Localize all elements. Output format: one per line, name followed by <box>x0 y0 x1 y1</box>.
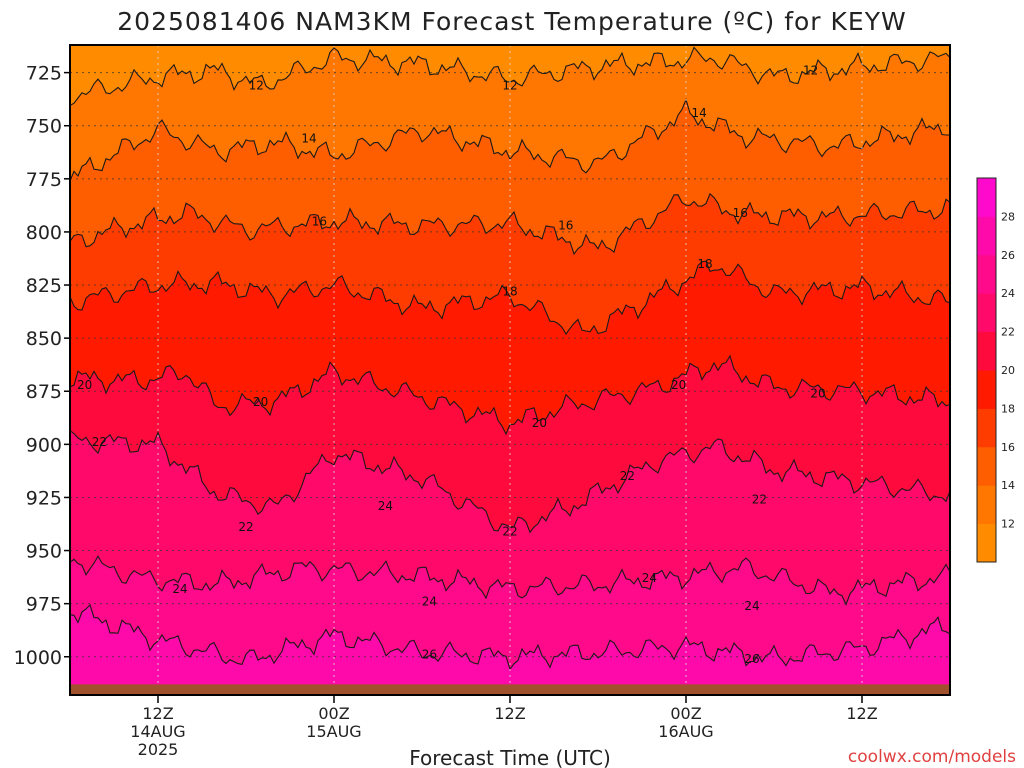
isotherm-label-24: 24 <box>422 595 437 609</box>
y-tick-label: 925 <box>26 487 62 509</box>
y-tick-label: 775 <box>26 169 62 191</box>
colorbar-bin-16 <box>977 408 996 448</box>
colorbar-bin-18 <box>977 370 996 409</box>
isotherm-label-16: 16 <box>312 214 327 228</box>
colorbar-bin-14 <box>977 446 996 486</box>
y-tick-label: 850 <box>26 328 62 350</box>
isotherm-18 <box>70 260 950 336</box>
y-tick-label: 725 <box>26 63 62 85</box>
isotherm-label-26: 26 <box>744 652 759 666</box>
colorbar-label: 22 <box>1001 326 1015 339</box>
x-tick-date-label: 14AUG <box>130 722 185 741</box>
y-tick-label: 750 <box>26 116 62 138</box>
colorbar-label: 20 <box>1001 364 1015 377</box>
y-tick-label: 800 <box>26 222 62 244</box>
isotherm-label-24: 24 <box>642 571 657 585</box>
isotherm-label-22: 22 <box>502 524 517 538</box>
temperature-band-26 <box>70 604 950 695</box>
x-tick-date-label: 15AUG <box>306 722 361 741</box>
y-tick-label: 900 <box>26 434 62 456</box>
x-tick-label: 00Z <box>318 704 349 723</box>
isotherm-label-26: 26 <box>422 648 437 662</box>
colorbar-label: 12 <box>1001 518 1015 531</box>
y-tick-label: 825 <box>26 275 62 297</box>
isotherm-label-12: 12 <box>502 78 517 92</box>
isotherm-label-18: 18 <box>502 284 517 298</box>
colorbar-bin-28 <box>977 178 996 217</box>
colorbar-bin-22 <box>977 293 996 333</box>
isotherm-label-12: 12 <box>249 78 264 92</box>
colorbar-label: 28 <box>1001 210 1015 223</box>
isotherm-label-22: 22 <box>620 469 635 483</box>
isotherm-label-20: 20 <box>532 416 547 430</box>
plot-area: 12 12 12 14 14 16 16 16 18 18 20 20 20 20 20 22 22 22 22 22… <box>70 45 950 695</box>
x-axis-title: Forecast Time (UTC) <box>409 746 611 768</box>
isotherm-label-24: 24 <box>172 582 187 596</box>
colorbar-label: 24 <box>1001 287 1015 300</box>
isotherm-label-22: 22 <box>752 493 767 507</box>
isotherm-label-20: 20 <box>253 395 268 409</box>
x-tick-label: 12Z <box>142 704 173 723</box>
x-tick-date-label: 16AUG <box>658 722 713 741</box>
colorbar-bin-26 <box>977 216 996 256</box>
y-tick-label: 1000 <box>14 647 62 669</box>
colorbar-bin-20 <box>977 331 996 371</box>
y-tick-label: 875 <box>26 381 62 403</box>
colorbar-label: 18 <box>1001 402 1015 415</box>
isotherm-label-22: 22 <box>92 435 107 449</box>
y-tick-label: 975 <box>26 594 62 616</box>
isotherm-label-24: 24 <box>378 499 393 513</box>
colorbar-label: 14 <box>1001 479 1015 492</box>
terrain-strip <box>70 684 950 695</box>
isotherm-label-20: 20 <box>77 378 92 392</box>
isotherm-24 <box>70 555 950 606</box>
isotherm-label-20: 20 <box>810 386 825 400</box>
isotherm-label-14: 14 <box>301 131 316 145</box>
isotherm-label-20: 20 <box>671 378 686 392</box>
isotherm-label-18: 18 <box>697 257 712 271</box>
isotherm-label-22: 22 <box>238 520 253 534</box>
y-tick-label: 950 <box>26 541 62 563</box>
colorbar-bin-12 <box>977 485 996 525</box>
colorbar-label: 16 <box>1001 441 1015 454</box>
isotherm-label-12: 12 <box>803 63 818 77</box>
colorbar-bin-24 <box>977 254 996 294</box>
isotherm-label-16: 16 <box>733 206 748 220</box>
chart-title: 2025081406 NAM3KM Forecast Temperature (… <box>117 7 906 36</box>
colorbar-label: 26 <box>1001 249 1015 262</box>
x-tick-label: 00Z <box>670 704 701 723</box>
colorbar-bin-10 <box>977 523 996 563</box>
isotherm-label-14: 14 <box>692 106 707 120</box>
watermark-text: coolwx.com/models <box>848 747 1016 767</box>
isotherm-16 <box>70 192 950 256</box>
isotherm-label-16: 16 <box>558 219 573 233</box>
isotherm-label-24: 24 <box>744 599 759 613</box>
colorbar-frame <box>976 177 997 563</box>
x-tick-year-label: 2025 <box>138 740 179 759</box>
x-tick-label: 12Z <box>494 704 525 723</box>
x-tick-label: 12Z <box>846 704 877 723</box>
